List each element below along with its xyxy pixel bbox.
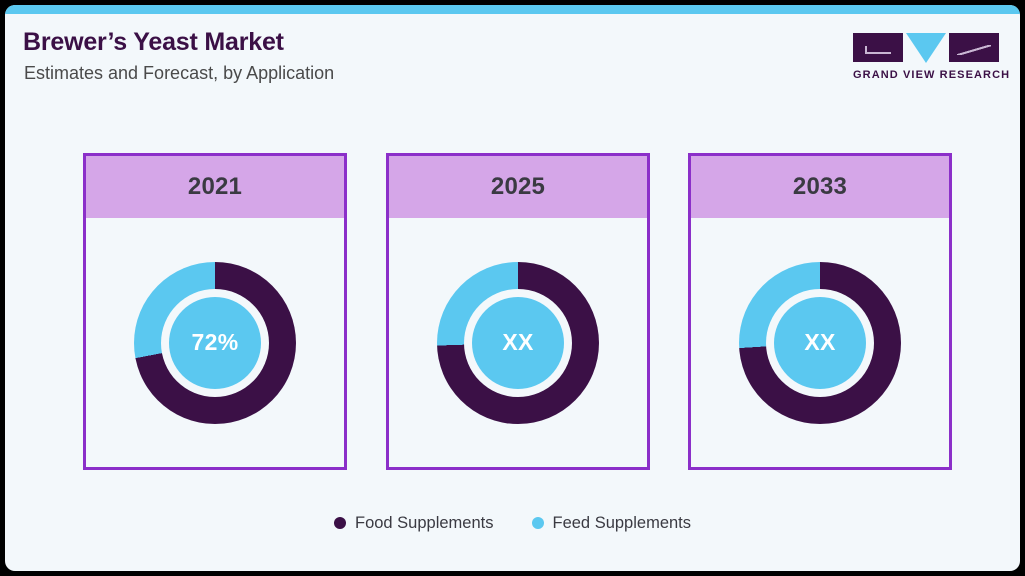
report-page: Brewer’s Yeast Market Estimates and Fore… (5, 5, 1020, 571)
year-card: 2025 XX (386, 153, 650, 470)
logo-slash-mark (957, 45, 991, 55)
page-header: Brewer’s Yeast Market Estimates and Fore… (5, 14, 1020, 109)
logo-triangle-icon (906, 33, 946, 63)
legend-label: Food Supplements (354, 513, 494, 532)
legend-dot-icon (333, 517, 346, 529)
year-card-header: 2021 (86, 156, 344, 218)
year-label: 2021 (187, 173, 243, 200)
page-title: Brewer’s Yeast Market (23, 28, 284, 56)
chart-legend: Food Supplements Feed Supplements (5, 505, 1020, 541)
logo-mark-group (853, 33, 999, 65)
donut-center-label: XX (502, 329, 534, 355)
top-accent-bar (5, 5, 1020, 14)
page-subtitle: Estimates and Forecast, by Application (24, 63, 335, 83)
year-card: 2021 72% (83, 153, 347, 470)
logo-rect-left-icon (853, 33, 903, 62)
year-card-header: 2033 (691, 156, 949, 218)
logo-text: GRAND VIEW RESEARCH (853, 69, 1011, 81)
donut-center-disc: XX (774, 296, 866, 389)
year-card-body: XX (389, 218, 647, 467)
legend-label: Feed Supplements (552, 513, 692, 532)
logo-rect-right-icon (949, 33, 999, 62)
year-card: 2033 XX (688, 153, 952, 470)
donut-chart: XX (437, 261, 599, 424)
donut-center-label: XX (804, 329, 836, 355)
donut-center-disc: XX (472, 296, 564, 389)
legend-item-food-supplements: Food Supplements (333, 513, 494, 533)
legend-dot-icon (531, 517, 544, 529)
logo-notch-horizontal (865, 52, 891, 54)
year-label: 2033 (792, 173, 848, 200)
legend-item-feed-supplements: Feed Supplements (531, 513, 692, 533)
year-card-body: 72% (86, 218, 344, 467)
donut-chart: 72% (134, 261, 296, 424)
year-label: 2025 (490, 173, 546, 200)
donut-center-label: 72% (191, 329, 239, 355)
grand-view-research-logo: GRAND VIEW RESEARCH (853, 33, 1011, 87)
logo-notch-vertical (865, 46, 867, 54)
year-card-body: XX (691, 218, 949, 467)
donut-center-disc: 72% (169, 296, 261, 389)
year-card-header: 2025 (389, 156, 647, 218)
donut-chart: XX (739, 261, 901, 424)
